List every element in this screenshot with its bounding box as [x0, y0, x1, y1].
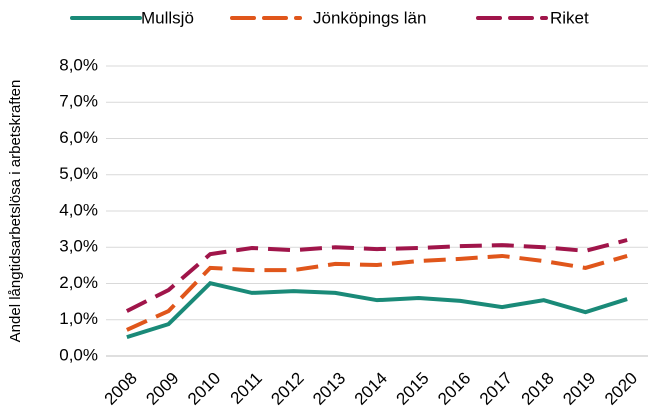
y-axis-title: Andel långtidsarbetslösa i arbetskraften — [7, 80, 24, 343]
legend-label: Mullsjö — [141, 8, 194, 27]
legend-label: Riket — [550, 8, 589, 27]
x-tick-label: 2011 — [227, 369, 266, 408]
y-tick-label: 6,0% — [59, 128, 98, 147]
y-tick-label: 4,0% — [59, 200, 98, 219]
series-line — [125, 238, 628, 313]
legend-label: Jönköpings län — [313, 8, 426, 27]
x-tick-label: 2008 — [101, 369, 141, 409]
series-line — [126, 280, 628, 340]
y-tick-label: 7,0% — [59, 92, 98, 111]
x-tick-label: 2015 — [393, 369, 433, 409]
x-tick-label: 2019 — [559, 369, 599, 409]
y-tick-label: 0,0% — [59, 345, 98, 364]
y-tick-label: 3,0% — [59, 237, 98, 256]
y-tick-label: 2,0% — [59, 273, 98, 292]
x-tick-label: 2020 — [601, 369, 641, 409]
y-tick-label: 8,0% — [59, 55, 98, 74]
x-tick-label: 2010 — [184, 369, 224, 409]
x-tick-label: 2016 — [434, 369, 474, 409]
x-tick-label: 2012 — [267, 369, 307, 409]
x-tick-label: 2013 — [309, 369, 349, 409]
x-tick-label: 2018 — [518, 369, 558, 409]
y-tick-label: 5,0% — [59, 164, 98, 183]
series-line — [126, 253, 628, 332]
x-tick-label: 2014 — [351, 369, 391, 409]
x-tick-label: 2009 — [142, 369, 182, 409]
x-tick-label: 2017 — [476, 369, 516, 409]
y-tick-label: 1,0% — [59, 309, 98, 328]
